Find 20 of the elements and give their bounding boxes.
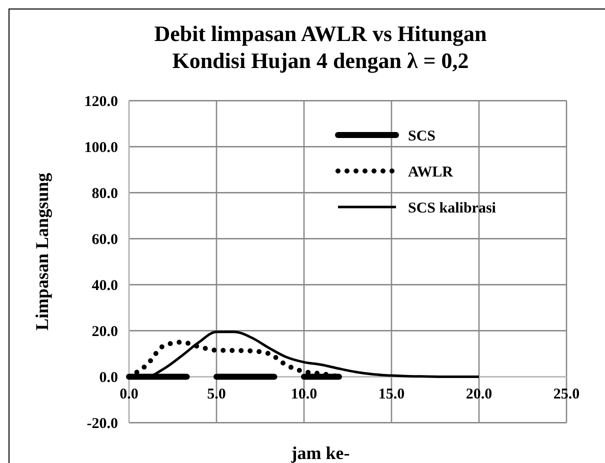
y-tick-label: -20.0 — [86, 416, 118, 432]
x-tick-label: 5.0 — [207, 386, 226, 403]
legend-label: SCS kalibrasi — [408, 200, 496, 216]
legend-label: AWLR — [408, 164, 454, 180]
x-tick-label: 15.0 — [378, 386, 405, 403]
y-tick-label: 80.0 — [92, 186, 118, 202]
x-tick-label: 25.0 — [553, 386, 580, 403]
x-tick-label: 20.0 — [466, 386, 492, 403]
y-tick-label: 60.0 — [92, 232, 118, 248]
x-tick-label: 10.0 — [290, 386, 318, 403]
y-tick-label: 0.0 — [99, 370, 118, 386]
x-axis-title: jam ke- — [290, 443, 350, 463]
y-tick-label: 40.0 — [92, 278, 118, 294]
y-axis-title: Limpasan Langsung — [32, 172, 52, 330]
x-tick-label: 0.0 — [120, 386, 138, 403]
legend-label: SCS — [408, 128, 436, 144]
y-tick-label: 20.0 — [92, 324, 118, 340]
chart-title: Debit limpasan AWLR vs Hitungan Kondisi Hujan 4 dengan λ = 0,2 — [154, 21, 487, 73]
y-tick-label: 120.0 — [84, 94, 118, 110]
y-tick-label: 100.0 — [84, 140, 118, 156]
